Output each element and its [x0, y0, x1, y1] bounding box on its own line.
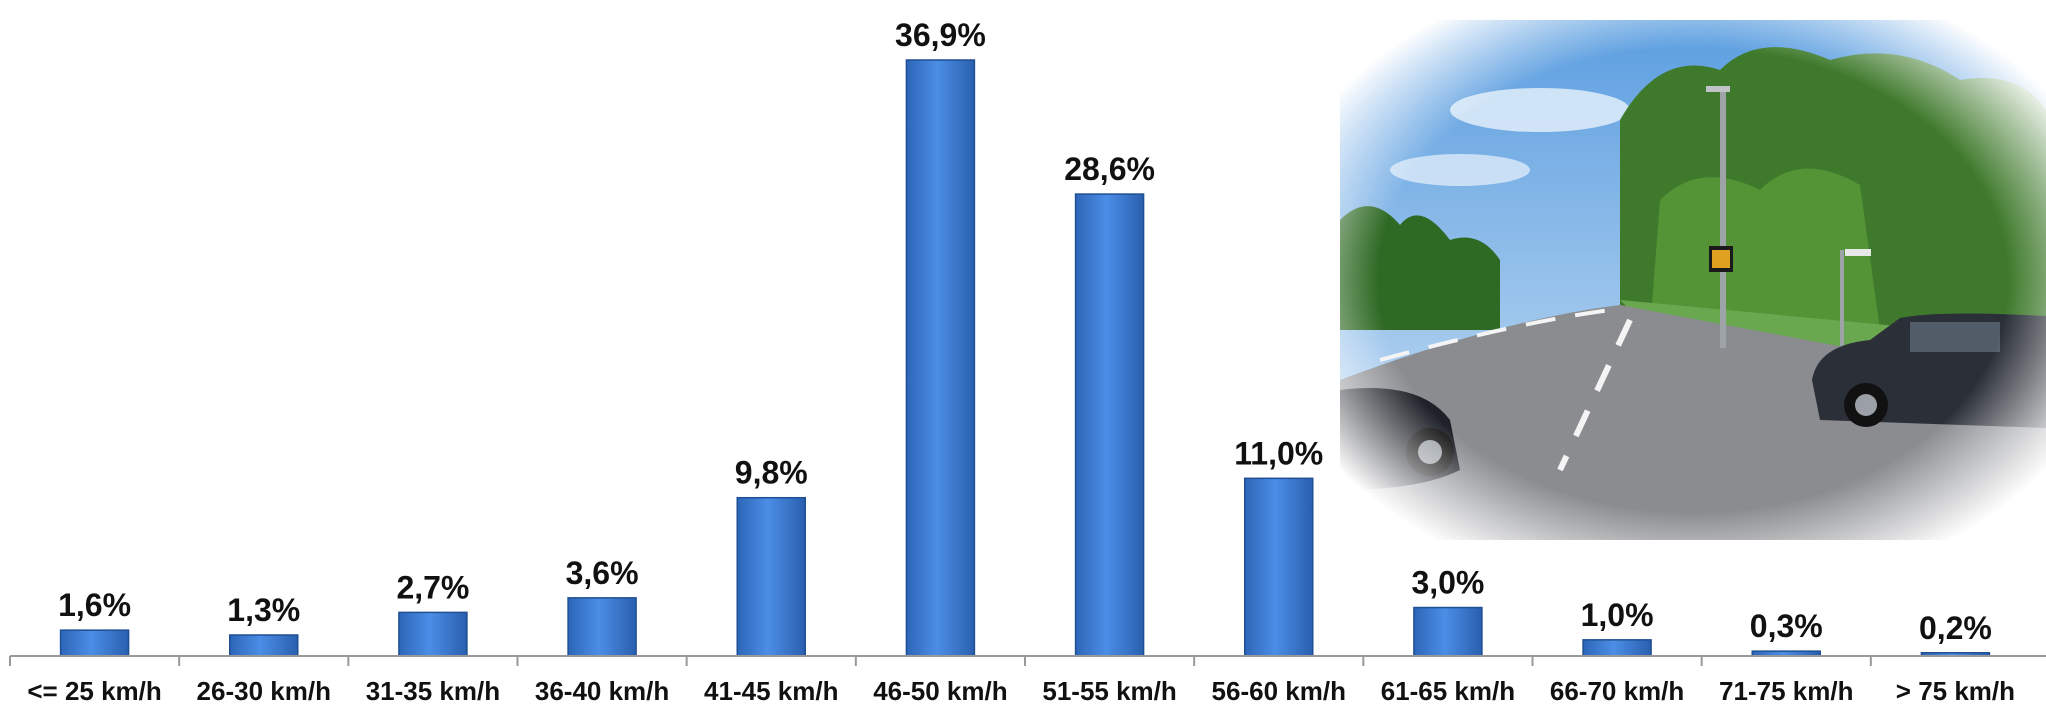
bar-1: [59, 629, 130, 657]
x-tick-label-7: 51-55 km/h: [1042, 676, 1176, 706]
bar-7: [1074, 193, 1145, 657]
bar-6: [905, 59, 976, 657]
data-label-11: 0,3%: [1750, 608, 1823, 644]
x-tick-label-6: 46-50 km/h: [873, 676, 1007, 706]
x-tick-label-10: 66-70 km/h: [1550, 676, 1684, 706]
data-label-1: 1,6%: [58, 587, 131, 623]
bar-10: [1582, 639, 1652, 657]
x-tick-label-9: 61-65 km/h: [1381, 676, 1515, 706]
x-tick-label-8: 56-60 km/h: [1212, 676, 1346, 706]
x-tick-label-1: <= 25 km/h: [27, 676, 161, 706]
data-label-4: 3,6%: [566, 555, 639, 591]
bar-3: [398, 611, 468, 657]
x-tick-label-3: 31-35 km/h: [366, 676, 500, 706]
data-label-7: 28,6%: [1064, 151, 1155, 187]
data-label-5: 9,8%: [735, 455, 808, 491]
data-label-10: 1,0%: [1581, 597, 1654, 633]
x-tick-label-12: > 75 km/h: [1896, 676, 2015, 706]
data-label-8: 11,0%: [1234, 435, 1323, 471]
data-label-3: 2,7%: [396, 569, 469, 605]
bar-9: [1413, 606, 1483, 657]
data-label-9: 3,0%: [1411, 565, 1484, 601]
x-tick-label-2: 26-30 km/h: [197, 676, 331, 706]
x-tick-label-5: 41-45 km/h: [704, 676, 838, 706]
x-tick-label-4: 36-40 km/h: [535, 676, 669, 706]
bar-2: [229, 634, 299, 657]
street-scene-photo: [1340, 20, 2046, 540]
bar-4: [567, 597, 637, 657]
data-label-2: 1,3%: [227, 592, 300, 628]
bar-8: [1244, 477, 1314, 657]
bar-5: [736, 496, 806, 657]
x-tick-label-11: 71-75 km/h: [1719, 676, 1853, 706]
data-label-12: 0,2%: [1919, 610, 1992, 646]
data-label-6: 36,9%: [895, 17, 986, 53]
